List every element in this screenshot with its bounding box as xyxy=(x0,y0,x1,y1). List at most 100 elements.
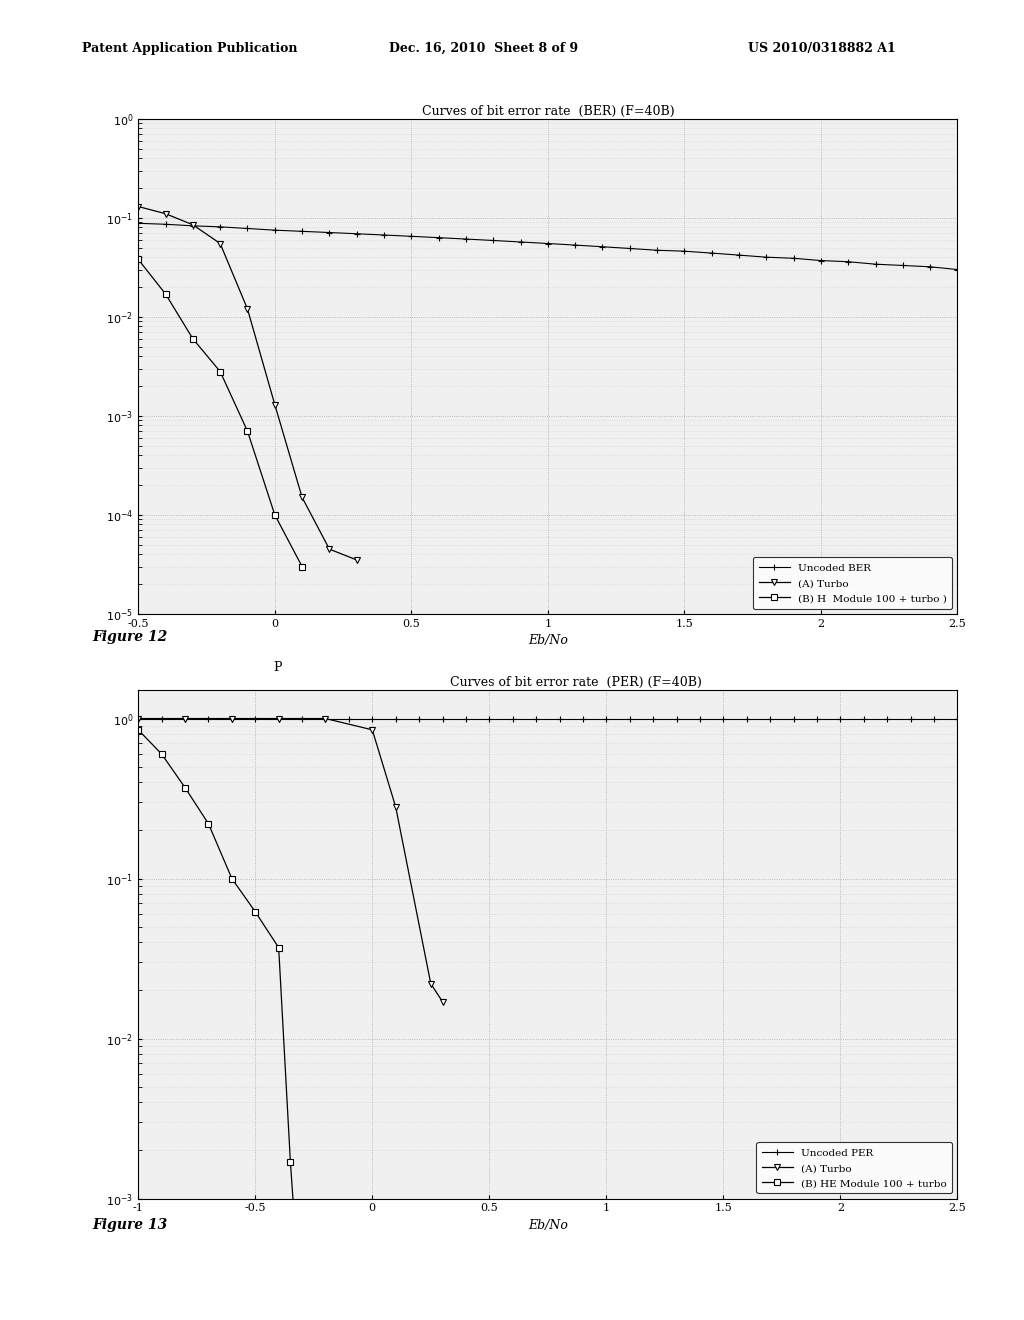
Uncoded BER xyxy=(706,246,718,261)
Line: (B) HE Module 100 + turbo: (B) HE Module 100 + turbo xyxy=(135,726,305,1320)
Uncoded PER xyxy=(225,710,238,726)
(B) HE Module 100 + turbo xyxy=(132,722,144,738)
Line: (A) Turbo: (A) Turbo xyxy=(135,203,360,564)
Text: Figure 13: Figure 13 xyxy=(92,1218,167,1233)
(B) H  Module 100 + turbo ) xyxy=(268,507,281,523)
Uncoded BER xyxy=(378,227,390,243)
Uncoded BER xyxy=(296,223,308,239)
Uncoded PER xyxy=(507,710,519,726)
Text: Patent Application Publication: Patent Application Publication xyxy=(82,42,297,55)
Uncoded BER xyxy=(815,252,827,268)
Uncoded BER xyxy=(350,226,362,242)
Uncoded PER xyxy=(764,710,776,726)
Uncoded BER xyxy=(869,256,882,272)
(A) Turbo xyxy=(179,710,191,726)
(A) Turbo xyxy=(132,710,144,726)
Uncoded PER xyxy=(413,710,425,726)
Uncoded BER xyxy=(787,251,800,267)
(A) Turbo xyxy=(160,206,172,222)
Uncoded BER xyxy=(624,240,636,256)
Legend: Uncoded PER, (A) Turbo, (B) HE Module 100 + turbo: Uncoded PER, (A) Turbo, (B) HE Module 10… xyxy=(757,1142,952,1193)
Line: (B) H  Module 100 + turbo ): (B) H Module 100 + turbo ) xyxy=(135,256,305,570)
(B) HE Module 100 + turbo xyxy=(249,904,261,920)
Uncoded BER xyxy=(760,249,772,265)
Uncoded BER xyxy=(432,230,444,246)
Uncoded BER xyxy=(406,228,418,244)
Line: Uncoded BER: Uncoded BER xyxy=(135,220,961,272)
Uncoded PER xyxy=(203,710,215,726)
Uncoded BER xyxy=(842,253,854,269)
(A) Turbo xyxy=(350,552,362,568)
(B) HE Module 100 + turbo xyxy=(272,940,285,956)
(A) Turbo xyxy=(214,235,226,251)
(A) Turbo xyxy=(268,396,281,412)
(A) Turbo xyxy=(132,198,144,214)
(A) Turbo xyxy=(425,975,437,991)
Uncoded BER xyxy=(160,216,172,232)
Uncoded BER xyxy=(132,215,144,231)
(A) Turbo xyxy=(225,710,238,726)
Uncoded BER xyxy=(514,234,526,249)
Uncoded BER xyxy=(651,243,664,259)
Uncoded PER xyxy=(624,710,636,726)
Uncoded PER xyxy=(249,710,261,726)
(A) Turbo xyxy=(242,301,254,317)
Uncoded PER xyxy=(904,710,916,726)
Uncoded PER xyxy=(811,710,823,726)
Uncoded PER xyxy=(530,710,543,726)
Title: Curves of bit error rate  (BER) (F=40B): Curves of bit error rate (BER) (F=40B) xyxy=(422,104,674,117)
Uncoded PER xyxy=(132,710,144,726)
Uncoded PER xyxy=(389,710,401,726)
Uncoded BER xyxy=(924,259,936,275)
Uncoded BER xyxy=(242,220,254,236)
Uncoded BER xyxy=(596,239,608,255)
(B) H  Module 100 + turbo ) xyxy=(296,558,308,574)
Line: Uncoded PER: Uncoded PER xyxy=(135,715,961,721)
(B) HE Module 100 + turbo xyxy=(285,1154,297,1170)
Uncoded PER xyxy=(835,710,847,726)
Uncoded BER xyxy=(733,247,745,263)
Uncoded PER xyxy=(553,710,565,726)
Uncoded PER xyxy=(296,710,308,726)
Uncoded BER xyxy=(678,243,690,259)
Uncoded PER xyxy=(343,710,355,726)
Legend: Uncoded BER, (A) Turbo, (B) H  Module 100 + turbo ): Uncoded BER, (A) Turbo, (B) H Module 100… xyxy=(754,557,952,609)
X-axis label: Eb/No: Eb/No xyxy=(528,634,567,647)
Uncoded BER xyxy=(324,224,336,240)
Line: (A) Turbo: (A) Turbo xyxy=(135,715,446,1005)
Uncoded PER xyxy=(647,710,659,726)
Uncoded PER xyxy=(671,710,683,726)
Uncoded PER xyxy=(928,710,940,726)
(A) Turbo xyxy=(296,490,308,506)
Uncoded PER xyxy=(577,710,589,726)
Uncoded PER xyxy=(881,710,893,726)
Uncoded PER xyxy=(717,710,729,726)
Uncoded BER xyxy=(487,232,500,248)
Text: US 2010/0318882 A1: US 2010/0318882 A1 xyxy=(748,42,895,55)
Uncoded PER xyxy=(179,710,191,726)
Uncoded PER xyxy=(858,710,870,726)
Text: Dec. 16, 2010  Sheet 8 of 9: Dec. 16, 2010 Sheet 8 of 9 xyxy=(389,42,579,55)
(B) H  Module 100 + turbo ) xyxy=(242,424,254,440)
(B) HE Module 100 + turbo xyxy=(156,746,168,762)
(A) Turbo xyxy=(367,722,379,738)
Uncoded PER xyxy=(319,710,332,726)
Uncoded PER xyxy=(787,710,800,726)
Uncoded PER xyxy=(740,710,753,726)
Uncoded PER xyxy=(600,710,612,726)
(B) HE Module 100 + turbo xyxy=(203,816,215,832)
Uncoded BER xyxy=(268,222,281,238)
(B) H  Module 100 + turbo ) xyxy=(132,252,144,268)
(A) Turbo xyxy=(186,216,199,232)
Uncoded PER xyxy=(367,710,379,726)
(A) Turbo xyxy=(389,799,401,814)
Uncoded BER xyxy=(951,261,964,277)
Uncoded PER xyxy=(483,710,496,726)
X-axis label: Eb/No: Eb/No xyxy=(528,1218,567,1232)
Title:               Curves of bit error rate  (PER) (F=40B): Curves of bit error rate (PER) (F=40B) xyxy=(394,676,701,689)
Text: Figure 12: Figure 12 xyxy=(92,630,167,644)
Uncoded BER xyxy=(542,235,554,251)
Uncoded BER xyxy=(214,219,226,235)
Uncoded BER xyxy=(897,257,909,273)
Uncoded PER xyxy=(694,710,707,726)
